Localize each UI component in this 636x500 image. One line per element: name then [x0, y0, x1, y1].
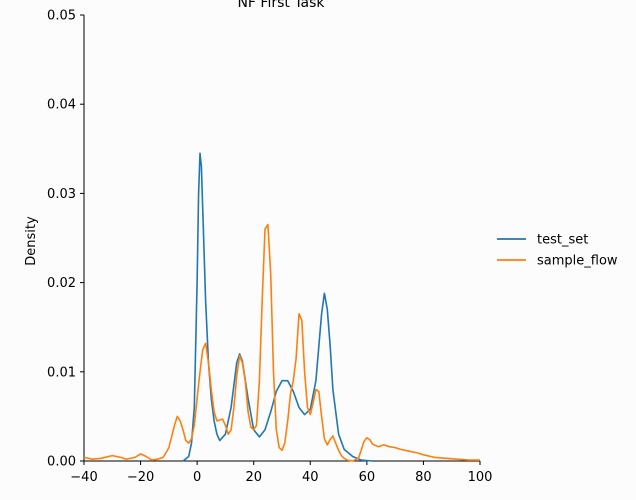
y-tick-label: 0.00 [47, 455, 76, 470]
x-tick-label: −40 [70, 470, 97, 485]
y-axis: 0.00 0.01 0.02 0.03 0.04 0.05 [47, 9, 85, 470]
x-tick-label: 20 [245, 470, 262, 485]
x-tick-label: 40 [302, 470, 319, 485]
chart-title: NF First Task [237, 0, 325, 11]
y-tick-label: 0.04 [47, 98, 76, 113]
y-tick-label: 0.05 [47, 9, 76, 24]
x-axis: −40 −20 0 20 40 60 80 100 [70, 460, 493, 485]
series-line-test_set [182, 152, 373, 462]
x-tick-label: 60 [359, 470, 376, 485]
y-tick-label: 0.01 [47, 365, 76, 380]
y-axis-label: Density [24, 216, 39, 266]
x-tick-label: −20 [127, 470, 154, 485]
legend-label-test_set: test_set [537, 233, 588, 248]
series-layer [83, 152, 480, 462]
legend-label-sample_flow: sample_flow [537, 254, 618, 269]
x-tick-label: 80 [415, 470, 432, 485]
x-tick-label: 100 [468, 470, 493, 485]
y-tick-label: 0.03 [47, 187, 76, 202]
y-tick-label: 0.02 [47, 276, 76, 291]
legend: test_set sample_flow [497, 233, 618, 269]
x-tick-label: 0 [193, 470, 201, 485]
series-line-sample_flow [83, 223, 480, 462]
